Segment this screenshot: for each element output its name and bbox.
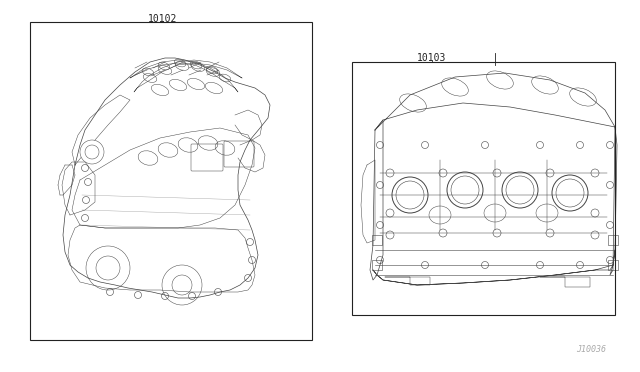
Bar <box>372 235 382 245</box>
Circle shape <box>85 145 99 159</box>
Text: 10102: 10102 <box>148 14 178 24</box>
Text: 10103: 10103 <box>417 53 447 63</box>
Bar <box>352 62 615 315</box>
Text: J10036: J10036 <box>576 345 606 354</box>
Bar <box>30 22 312 340</box>
Bar <box>608 260 618 270</box>
Bar <box>608 235 618 245</box>
Bar <box>372 260 382 270</box>
Circle shape <box>80 140 104 164</box>
